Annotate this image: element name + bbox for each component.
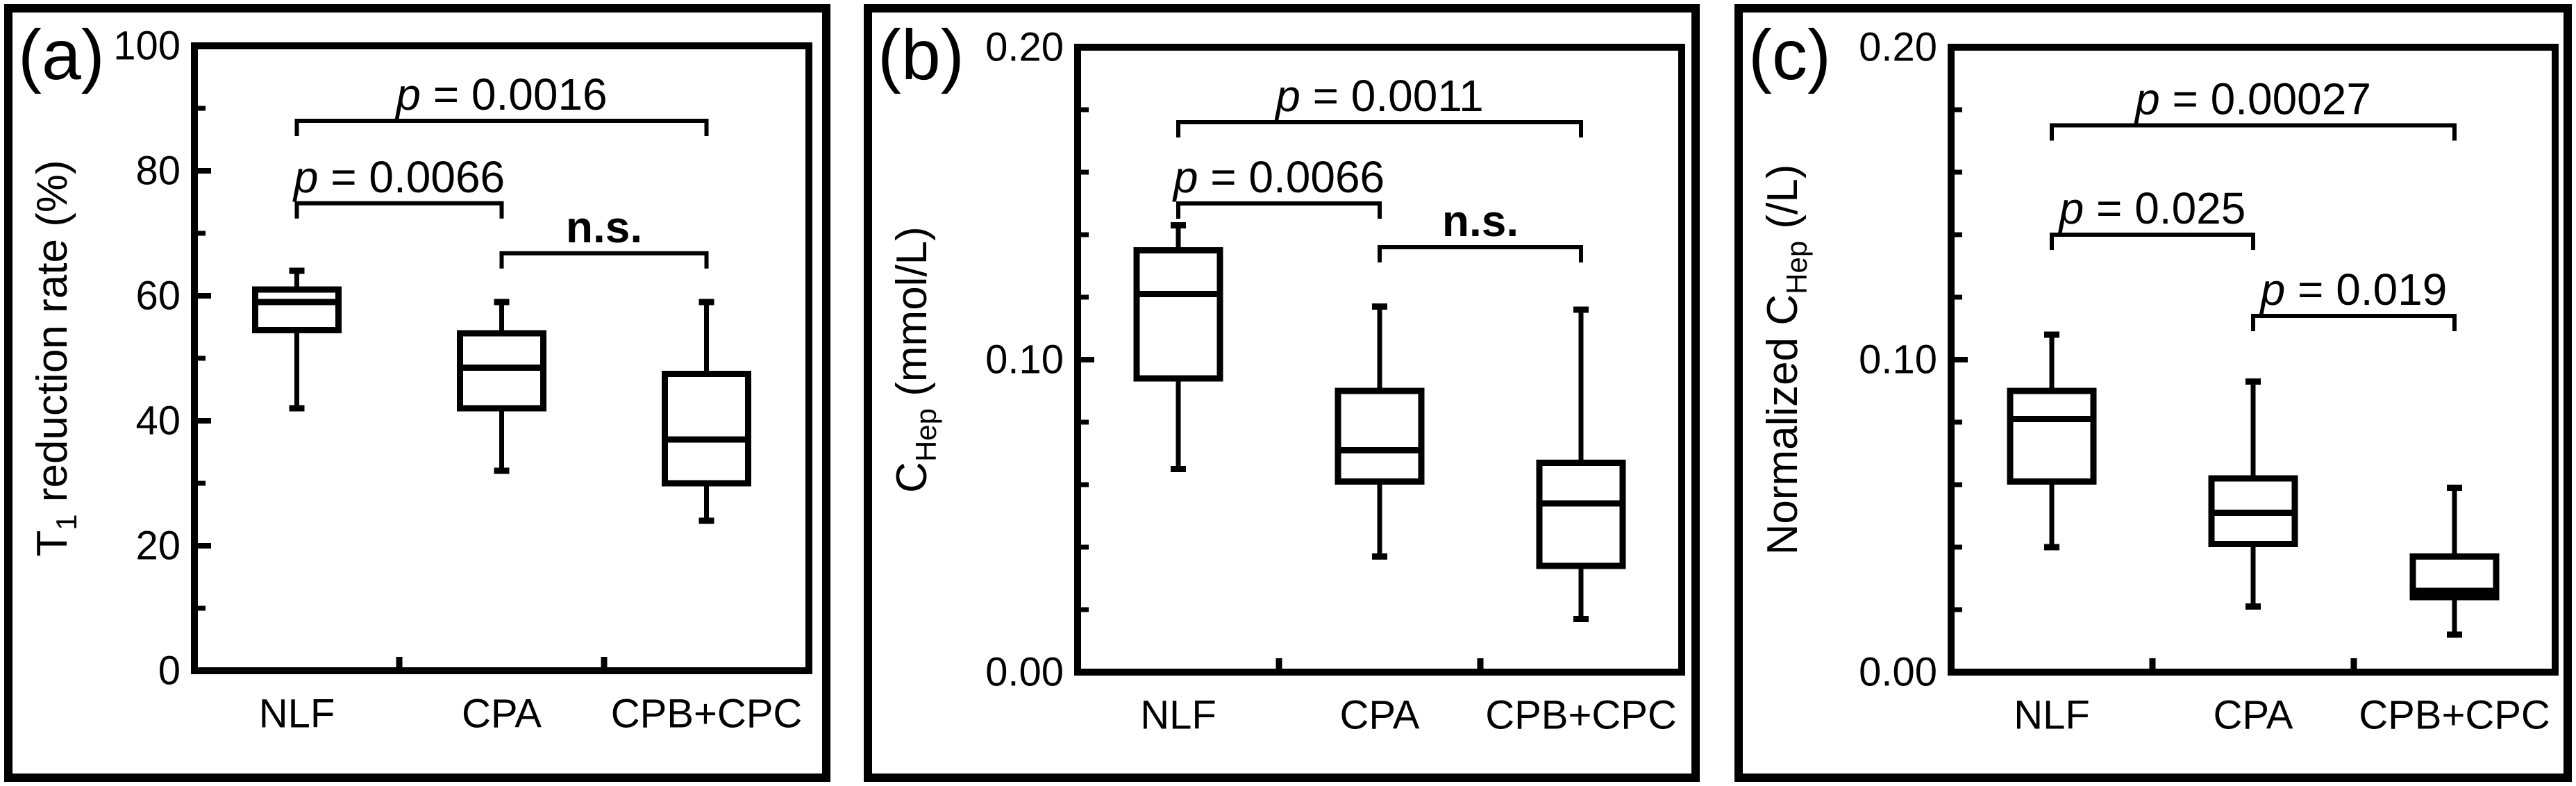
significance-label-b-0: p = 0.0011 (1274, 71, 1484, 121)
significance-label-a-2: n.s. (566, 202, 642, 252)
panel-label: (a) (18, 15, 105, 94)
box-CPB+CPC (662, 371, 751, 487)
category-label-NLF: NLF (259, 692, 335, 737)
significance-bracket-a-0 (294, 119, 709, 136)
significance-bracket-a-2 (499, 251, 709, 269)
significance-bracket-a-1 (294, 201, 504, 219)
y-tick-label: 40 (135, 399, 181, 444)
x-axis (396, 657, 608, 671)
y-axis-label: Normalized CHep (/L) (1759, 165, 1813, 555)
box-plot-CPB+CPC (662, 299, 751, 524)
box-plot-CPA (2208, 378, 2298, 610)
y-axis: 0.00 0.10 0.20 (985, 25, 1094, 695)
y-tick-label: 0.00 (1859, 650, 1937, 695)
box-plot-NLF (2007, 331, 2097, 551)
category-label-CPB+CPC: CPB+CPC (1485, 693, 1677, 738)
y-axis: 0.00 0.10 0.20 (1859, 25, 1968, 695)
significance-bracket-b-1 (1176, 201, 1382, 219)
box-CPB+CPC (1536, 460, 1626, 569)
y-axis-label: T1 reduction rate (%) (28, 160, 83, 556)
category-label-CPA: CPA (2214, 693, 2293, 738)
box-NLF (2007, 387, 2097, 485)
y-tick-label: 0.00 (985, 650, 1064, 695)
boxplot-a-svg: 0 20 40 60 80 100 T1 reduction rate (%) (a) NLF C… (18, 15, 812, 737)
significance-bracket-c-2 (2251, 314, 2457, 331)
box-plot-NLF (252, 267, 342, 412)
significance-label-c-2: p = 0.019 (2259, 265, 2448, 315)
significance-label-c-0: p = 0.00027 (2134, 74, 2371, 124)
boxplot-c-svg: 0.00 0.10 0.20 Normalized CHep (/L) (c) NLF CP… (1748, 15, 2559, 738)
y-tick-label: 0.10 (1859, 337, 1937, 383)
significance-label-b-2: n.s. (1442, 196, 1519, 246)
panel-b: 0.00 0.10 0.20 CHep (mmol/L) (b) NLF CPA CPB+CP… (864, 4, 1700, 782)
y-tick-label: 100 (113, 24, 181, 69)
panel-label: (b) (878, 15, 964, 94)
y-tick-label: 0.10 (985, 337, 1064, 383)
y-tick-label: 60 (135, 274, 181, 319)
significance-bracket-c-1 (2050, 233, 2255, 250)
y-tick-label: 0.20 (985, 25, 1064, 70)
box-CPA (1335, 387, 1425, 485)
panel-c: 0.00 0.10 0.20 Normalized CHep (/L) (c) NLF CP… (1734, 4, 2572, 782)
category-label-CPB+CPC: CPB+CPC (611, 692, 803, 737)
box-plot-NLF (1133, 222, 1223, 472)
category-label-CPA: CPA (1340, 693, 1420, 738)
boxplot-b-svg: 0.00 0.10 0.20 CHep (mmol/L) (b) NLF CPA CPB+CP… (878, 15, 1685, 738)
significance-bracket-b-0 (1176, 120, 1583, 137)
box-plot-CPB+CPC (1536, 306, 1626, 622)
category-label-CPB+CPC: CPB+CPC (2359, 693, 2550, 738)
significance-label-a-1: p = 0.0066 (292, 152, 505, 202)
y-axis-label: CHep (mmol/L) (888, 226, 942, 493)
significance-label-a-0: p = 0.0016 (394, 69, 607, 119)
box-plot-CPB+CPC (2409, 485, 2500, 638)
box-NLF (1133, 247, 1223, 382)
y-tick-label: 20 (135, 524, 181, 569)
box-plot-CPA (457, 299, 546, 474)
panel-label: (c) (1748, 15, 1831, 94)
y-tick-label: 80 (135, 149, 181, 194)
y-tick-label: 0 (158, 649, 181, 694)
x-axis (1276, 658, 1484, 672)
significance-bracket-b-2 (1378, 245, 1583, 262)
category-label-CPA: CPA (462, 692, 542, 737)
category-label-NLF: NLF (2014, 693, 2090, 738)
box-plot-CPA (1335, 303, 1425, 560)
category-label-NLF: NLF (1140, 693, 1216, 738)
significance-bracket-c-0 (2050, 123, 2457, 141)
y-tick-label: 0.20 (1859, 25, 1937, 70)
significance-label-b-1: p = 0.0066 (1172, 152, 1385, 202)
x-axis (2149, 658, 2357, 672)
y-axis: 0 20 40 60 80 100 (113, 24, 211, 694)
significance-label-c-1: p = 0.025 (2058, 183, 2246, 233)
box-NLF (252, 286, 342, 333)
panel-a: 0 20 40 60 80 100 T1 reduction rate (%) (a) NLF C… (4, 4, 830, 782)
